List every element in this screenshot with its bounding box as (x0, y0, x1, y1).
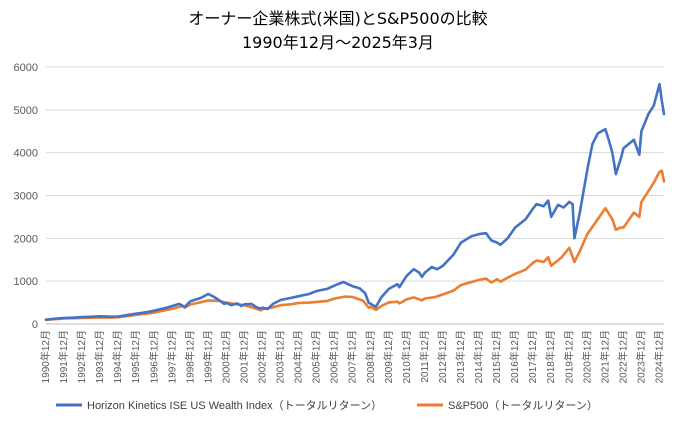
x-tick-label: 2023年12月 (634, 330, 647, 383)
x-tick-label: 2010年12月 (400, 330, 413, 383)
x-tick-label: 2013年12月 (454, 330, 467, 383)
x-tick-label: 2001年12月 (237, 330, 250, 383)
y-tick-label: 1000 (14, 276, 38, 288)
x-tick-label: 1995年12月 (129, 330, 142, 383)
x-tick-label: 1998年12月 (183, 330, 196, 383)
x-tick-label: 2015年12月 (490, 330, 503, 383)
y-tick-label: 2000 (14, 233, 38, 245)
x-tick-label: 1991年12月 (57, 330, 70, 383)
x-tick-label: 2021年12月 (598, 330, 611, 383)
x-tick-label: 2007年12月 (346, 330, 359, 383)
x-tick-label: 2011年12月 (418, 330, 431, 383)
series-line-horizon-kinetics (44, 82, 666, 321)
y-tick-label: 6000 (14, 62, 38, 74)
x-tick-label: 1993年12月 (93, 330, 106, 383)
x-tick-label: 2017年12月 (526, 330, 539, 383)
x-tick-label: 1992年12月 (75, 330, 88, 383)
x-tick-label: 2020年12月 (580, 330, 593, 383)
y-tick-label: 0 (32, 319, 38, 331)
x-tick-label: 2008年12月 (364, 330, 377, 383)
x-tick-label: 2000年12月 (219, 330, 232, 383)
legend-label-horizon-kinetics: Horizon Kinetics ISE US Wealth Index（トータ… (87, 399, 382, 412)
x-tick-label: 1996年12月 (147, 330, 160, 383)
x-tick-label: 2003年12月 (274, 330, 287, 383)
x-tick-label: 2004年12月 (292, 330, 305, 383)
y-tick-label: 3000 (14, 191, 38, 203)
x-tick-label: 2009年12月 (382, 330, 395, 383)
x-tick-label: 2006年12月 (328, 330, 341, 383)
x-tick-label: 1990年12月 (39, 330, 52, 383)
x-tick-label: 2022年12月 (616, 330, 629, 383)
series-line-sp500 (44, 169, 666, 321)
series-lines (44, 82, 666, 321)
x-tick-label: 1999年12月 (201, 330, 214, 383)
x-tick-label: 2024年12月 (652, 330, 665, 383)
x-tick-label: 2016年12月 (508, 330, 521, 383)
gridlines (46, 66, 664, 325)
y-axis-tick-labels: 0 1000 2000 3000 4000 5000 6000 (14, 62, 38, 331)
x-tick-label: 2019年12月 (562, 330, 575, 383)
x-tick-label: 1997年12月 (165, 330, 178, 383)
x-tick-label: 1994年12月 (111, 330, 124, 383)
x-tick-label: 2014年12月 (472, 330, 485, 383)
y-tick-label: 4000 (14, 148, 38, 160)
x-tick-label: 2018年12月 (544, 330, 557, 383)
legend-label-sp500: S&P500（トータルリターン） (448, 399, 598, 412)
x-axis-tick-labels: 1990年12月 1991年12月 1992年12月 1993年12月 1994年12月… (39, 330, 665, 383)
chart-title: オーナー企業株式(米国)とS&P500の比較 (188, 9, 487, 28)
x-tick-label: 2012年12月 (436, 330, 449, 383)
x-tick-label: 2005年12月 (310, 330, 323, 383)
x-tick-label: 2002年12月 (256, 330, 269, 383)
legend: Horizon Kinetics ISE US Wealth Index（トータ… (56, 399, 598, 412)
y-tick-label: 5000 (14, 105, 38, 117)
chart-subtitle: 1990年12月～2025年3月 (242, 33, 434, 52)
